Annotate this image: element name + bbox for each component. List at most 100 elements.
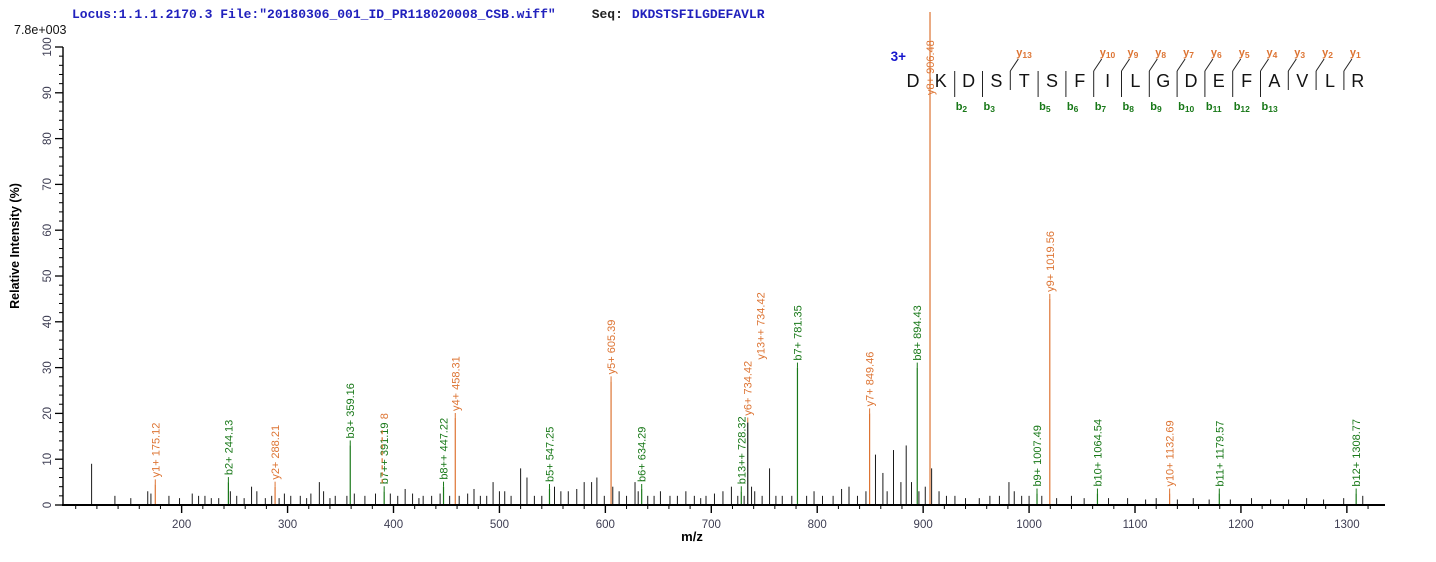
- unlabeled-peaks: [91, 445, 1364, 504]
- x-tick-label: 900: [914, 519, 933, 531]
- peak-label: b12+ 1308.77: [1351, 419, 1363, 487]
- peak-label: y7+ 849.46: [865, 352, 877, 407]
- x-tick-label: 700: [702, 519, 721, 531]
- y-tick-label: 40: [42, 315, 54, 328]
- peak-label: b7+ 781.35: [792, 305, 804, 360]
- fragment-ion-label: b12: [1234, 101, 1250, 114]
- x-tick-label: 400: [384, 519, 403, 531]
- fragment-ion-label: b8: [1123, 101, 1135, 114]
- y-ion-slash: [1148, 58, 1158, 72]
- y-ion-slash: [1260, 58, 1269, 72]
- peak-label: y5+ 605.39: [606, 320, 618, 375]
- y-ion-slash: [1287, 58, 1297, 72]
- peak-label-secondary: y13++ 734.42: [756, 292, 768, 359]
- peak-label: y8+ 906.48: [925, 40, 937, 95]
- fragment-ion-label: b11: [1206, 101, 1222, 114]
- fragment-ion-label: b2: [956, 101, 968, 114]
- fragment-ion-label: b7: [1095, 101, 1107, 114]
- y-tick-label: 20: [42, 407, 54, 420]
- peak-label: b11+ 1179.57: [1214, 421, 1226, 487]
- residue-letter: T: [1019, 71, 1030, 91]
- residue-letter: S: [1046, 71, 1058, 91]
- fragment-ion-label: b9: [1150, 101, 1162, 114]
- overlapping-label-text: 8: [379, 413, 391, 419]
- y-ion-slash: [1176, 58, 1186, 72]
- x-tick-label: 600: [596, 519, 615, 531]
- y-ion-slash: [1204, 58, 1214, 72]
- y-tick-label: 50: [42, 270, 54, 283]
- residue-letter: D: [962, 71, 975, 91]
- y-ion-slash: [1093, 58, 1103, 72]
- y-tick-label: 30: [42, 361, 54, 374]
- y-ion-slash: [1232, 58, 1242, 72]
- residue-letter: L: [1325, 71, 1335, 91]
- residue-letter: R: [1351, 71, 1364, 91]
- residue-letter: K: [935, 71, 947, 91]
- peak-label: b7++ 391.19: [379, 422, 391, 484]
- residue-letter: E: [1213, 71, 1225, 91]
- seq-key-label: Seq:: [591, 7, 623, 22]
- precursor-charge: 3+: [891, 49, 907, 64]
- fragment-ion-label: y6: [1211, 47, 1222, 60]
- x-tick-label: 300: [278, 519, 297, 531]
- fragment-ion-label: y13: [1016, 47, 1032, 60]
- intensity-scale-label: 7.8e+003: [14, 23, 67, 37]
- residue-letter: A: [1268, 71, 1280, 91]
- residue-letter: D: [907, 71, 920, 91]
- residue-letter: L: [1130, 71, 1140, 91]
- x-tick-label: 1300: [1334, 519, 1360, 531]
- fragment-ion-label: y2: [1322, 47, 1333, 60]
- fragment-ion-label: b6: [1067, 101, 1079, 114]
- residue-letter: I: [1105, 71, 1110, 91]
- peak-label: y6+ 734.42: [743, 361, 755, 416]
- peak-label: b6+ 634.29: [637, 427, 649, 482]
- peak-label: y10+ 1132.69: [1165, 420, 1177, 486]
- fragment-ion-label: b3: [984, 101, 996, 114]
- y-ion-slash: [1121, 58, 1130, 72]
- x-tick-label: 1200: [1228, 519, 1254, 531]
- residue-letter: F: [1241, 71, 1252, 91]
- locus-file-label: Locus:1.1.1.2170.3 File:"20180306_001_ID…: [72, 7, 556, 22]
- peak-label: b3+ 359.16: [345, 383, 357, 438]
- fragment-ion-label: b5: [1039, 101, 1051, 114]
- peak-label: b9+ 1007.49: [1032, 425, 1044, 486]
- fragment-ion-label: y4: [1267, 47, 1278, 60]
- fragment-ion-label: b10: [1178, 101, 1194, 114]
- y-tick-label: 60: [42, 224, 54, 237]
- fragment-ion-label: y3: [1294, 47, 1305, 60]
- peptide-sequence-text: DKDSTSFILGDEFAVLR: [631, 7, 765, 22]
- x-axis-title: m/z: [681, 529, 703, 544]
- y-tick-label: 100: [42, 37, 54, 56]
- sequence-label: Seq: DKDSTSFILGDEFAVLR: [592, 7, 765, 22]
- fragment-ion-label: b13: [1262, 101, 1278, 114]
- fragment-ion-label: y9: [1128, 47, 1139, 60]
- residue-letter: D: [1185, 71, 1198, 91]
- y-tick-label: 70: [42, 178, 54, 191]
- residue-letter: G: [1156, 71, 1170, 91]
- x-tick-label: 1000: [1016, 519, 1042, 531]
- peak-label: b8++ 447.22: [439, 418, 451, 480]
- peak-label: y4+ 458.31: [450, 356, 462, 411]
- residue-letter: S: [990, 71, 1002, 91]
- y-tick-label: 80: [42, 132, 54, 145]
- labeled-peaks: y1+ 175.12 b2+ 244.13 y2+ 288.21 b3+ 359.16…: [150, 12, 1363, 504]
- fragment-ion-label: y8: [1155, 47, 1166, 60]
- axis-ticks: 200 300 400 500 600 700 800 900 1000 1100 1200 1300…: [42, 37, 1369, 531]
- x-tick-label: 200: [172, 519, 191, 531]
- peak-label: y2+ 288.21: [270, 425, 282, 480]
- y-ion-slash: [1343, 58, 1353, 72]
- residue-letter: F: [1074, 71, 1085, 91]
- axes: [62, 47, 1385, 506]
- x-tick-label: 500: [490, 519, 509, 531]
- peak-label: y1+ 175.12: [150, 423, 162, 478]
- residue-letter: V: [1296, 71, 1308, 91]
- y-ion-slash: [1315, 58, 1325, 72]
- x-tick-label: 800: [808, 519, 827, 531]
- y-tick-label: 10: [42, 453, 54, 466]
- x-tick-label: 1100: [1123, 519, 1148, 531]
- y-tick-label: 0: [42, 502, 54, 508]
- peak-label: y9+ 1019.56: [1045, 231, 1057, 292]
